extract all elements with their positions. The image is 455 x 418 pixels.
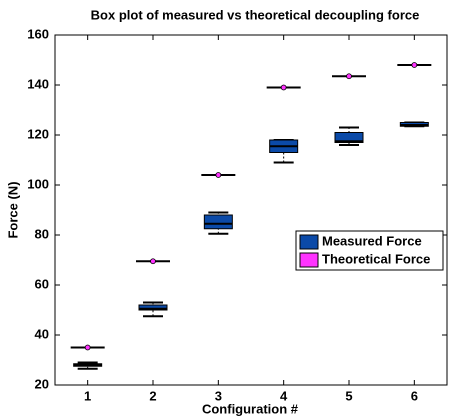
x-tick-label: 1 (84, 388, 91, 403)
legend-label: Measured Force (322, 233, 422, 248)
y-tick-label: 120 (27, 126, 49, 141)
y-axis-label: Force (N) (5, 181, 20, 238)
plot-frame (54, 34, 448, 386)
legend-swatch (299, 234, 319, 250)
y-tick-label: 40 (35, 326, 49, 341)
x-tick-label: 6 (411, 388, 418, 403)
x-tick-label: 5 (345, 388, 352, 403)
box (138, 304, 168, 311)
y-tick-label: 100 (27, 176, 49, 191)
theoretical-point (150, 258, 156, 265)
x-tick-label: 4 (280, 388, 288, 403)
y-tick-label: 60 (35, 276, 49, 291)
box (334, 132, 364, 143)
theoretical-point (346, 73, 352, 80)
theoretical-point (215, 172, 222, 178)
x-axis-label: Configuration # (202, 401, 299, 416)
legend-label: Theoretical Force (322, 251, 430, 266)
y-tick-label: 160 (27, 26, 49, 41)
box (203, 214, 233, 230)
theoretical-point (84, 344, 91, 351)
x-tick-label: 3 (215, 388, 222, 403)
x-tick-label: 2 (149, 388, 156, 403)
legend-swatch (299, 252, 319, 268)
y-tick-label: 20 (35, 376, 49, 391)
chart-title: Box plot of measured vs theoretical deco… (91, 7, 420, 22)
legend-box (295, 230, 444, 271)
theoretical-point (280, 84, 287, 91)
y-tick-label: 80 (35, 226, 49, 241)
y-tick-label: 140 (27, 76, 49, 91)
theoretical-point (411, 62, 418, 68)
